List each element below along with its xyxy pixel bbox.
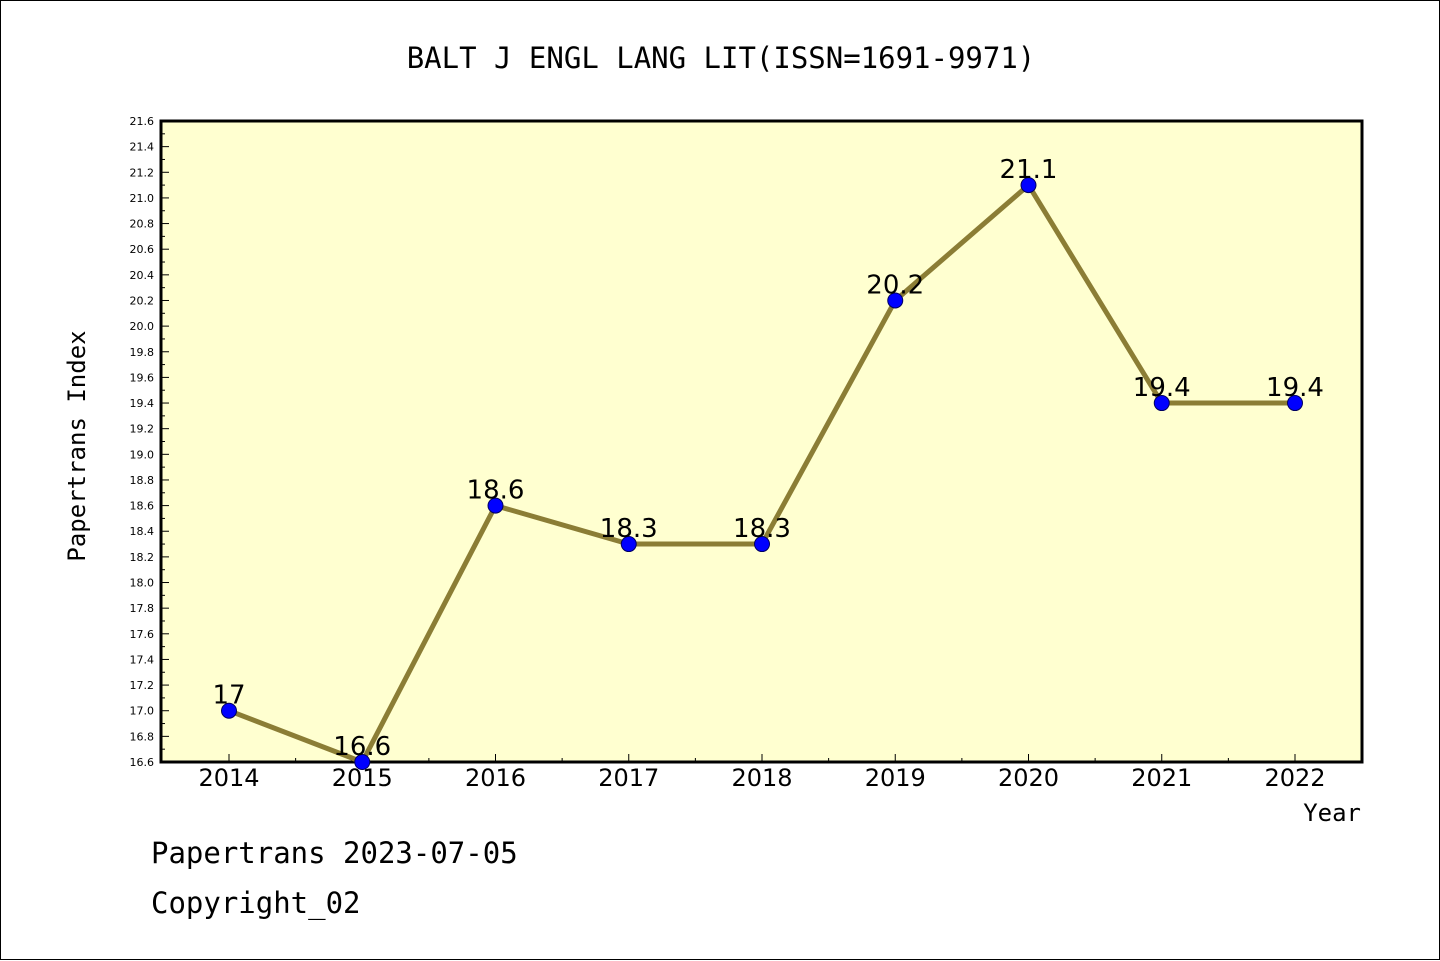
- data-point-marker: [1287, 395, 1303, 412]
- y-tick-label: 19.2: [130, 423, 155, 436]
- x-tick-label: 2018: [731, 764, 792, 792]
- y-tick-label: 17.8: [130, 602, 155, 615]
- y-tick-label: 21.6: [130, 115, 155, 128]
- data-value-label: 19.4: [1266, 373, 1324, 403]
- x-axis-ticks: [228, 754, 1296, 762]
- y-tick-label: 18.0: [130, 577, 155, 590]
- y-tick-label: 17.2: [130, 679, 155, 692]
- y-tick-label: 18.8: [130, 474, 155, 487]
- y-tick-label: 16.8: [130, 730, 155, 743]
- x-axis-tick-labels: 2014 2015 2016 2017 2018 2019 2020 2021 2022: [198, 764, 1325, 792]
- y-tick-label: 18.2: [130, 551, 155, 564]
- y-tick-label: 21.4: [130, 141, 155, 154]
- x-tick-label: 2017: [598, 764, 659, 792]
- y-tick-label: 17.6: [130, 628, 155, 641]
- y-tick-label: 21.0: [130, 192, 155, 205]
- data-value-label: 18.6: [467, 476, 525, 506]
- data-labels-layer: 17 16.6 18.6 18.3 18.3 20.2 21.1 19.4 19.4: [212, 155, 1323, 762]
- y-tick-label: 21.2: [130, 166, 155, 179]
- data-point-marker: [1153, 395, 1170, 412]
- y-tick-label: 20.2: [130, 294, 155, 307]
- data-point-marker: [754, 536, 770, 553]
- x-tick-label: 2022: [1264, 764, 1325, 792]
- data-point-marker: [221, 702, 237, 719]
- y-tick-label: 19.0: [130, 448, 155, 461]
- y-axis-title: Papertrans Index: [63, 330, 91, 561]
- x-tick-label: 2021: [1131, 764, 1192, 792]
- footer-copyright-text: Copyright_02: [151, 886, 361, 920]
- y-tick-label: 19.4: [130, 397, 155, 410]
- y-axis-tick-labels: 16.6 16.8 17.0 17.2 17.4 17.6 17.8 18.0 18.2 18.4…: [130, 115, 155, 769]
- y-tick-label: 17.0: [130, 705, 155, 718]
- data-point-marker: [887, 292, 904, 309]
- data-value-label: 20.2: [866, 270, 924, 300]
- x-tick-label: 2020: [998, 764, 1059, 792]
- x-tick-label: 2014: [198, 764, 259, 792]
- x-axis-title: Year: [1303, 799, 1361, 827]
- y-tick-label: 17.4: [130, 653, 155, 666]
- data-value-label: 16.6: [333, 732, 391, 762]
- data-point-marker: [1020, 177, 1037, 194]
- y-tick-label: 20.0: [130, 320, 155, 333]
- y-tick-label: 19.6: [130, 371, 155, 384]
- x-tick-label: 2016: [465, 764, 526, 792]
- plot-area: [159, 119, 1364, 764]
- data-point-marker: [620, 536, 637, 553]
- y-tick-label: 20.4: [130, 269, 155, 282]
- y-tick-label: 19.8: [130, 346, 155, 359]
- data-value-label: 18.3: [600, 514, 658, 544]
- y-axis-ticks: [161, 120, 169, 763]
- markers-layer: [221, 177, 1303, 770]
- chart-title: BALT J ENGL LANG LIT(ISSN=1691-9971): [407, 41, 1036, 75]
- data-value-label: 21.1: [1000, 155, 1058, 185]
- data-point-marker: [354, 754, 371, 770]
- y-tick-label: 16.6: [130, 756, 155, 769]
- y-tick-label: 20.8: [130, 218, 155, 231]
- data-value-label: 19.4: [1133, 373, 1191, 403]
- data-value-label: 18.3: [733, 514, 791, 544]
- x-tick-label: 2019: [865, 764, 926, 792]
- footer-date-text: Papertrans 2023-07-05: [151, 836, 518, 870]
- data-point-marker: [487, 497, 504, 514]
- y-tick-label: 18.4: [130, 525, 155, 538]
- y-tick-label: 18.6: [130, 500, 155, 513]
- data-value-label: 17: [212, 681, 245, 711]
- y-tick-label: 20.6: [130, 243, 155, 256]
